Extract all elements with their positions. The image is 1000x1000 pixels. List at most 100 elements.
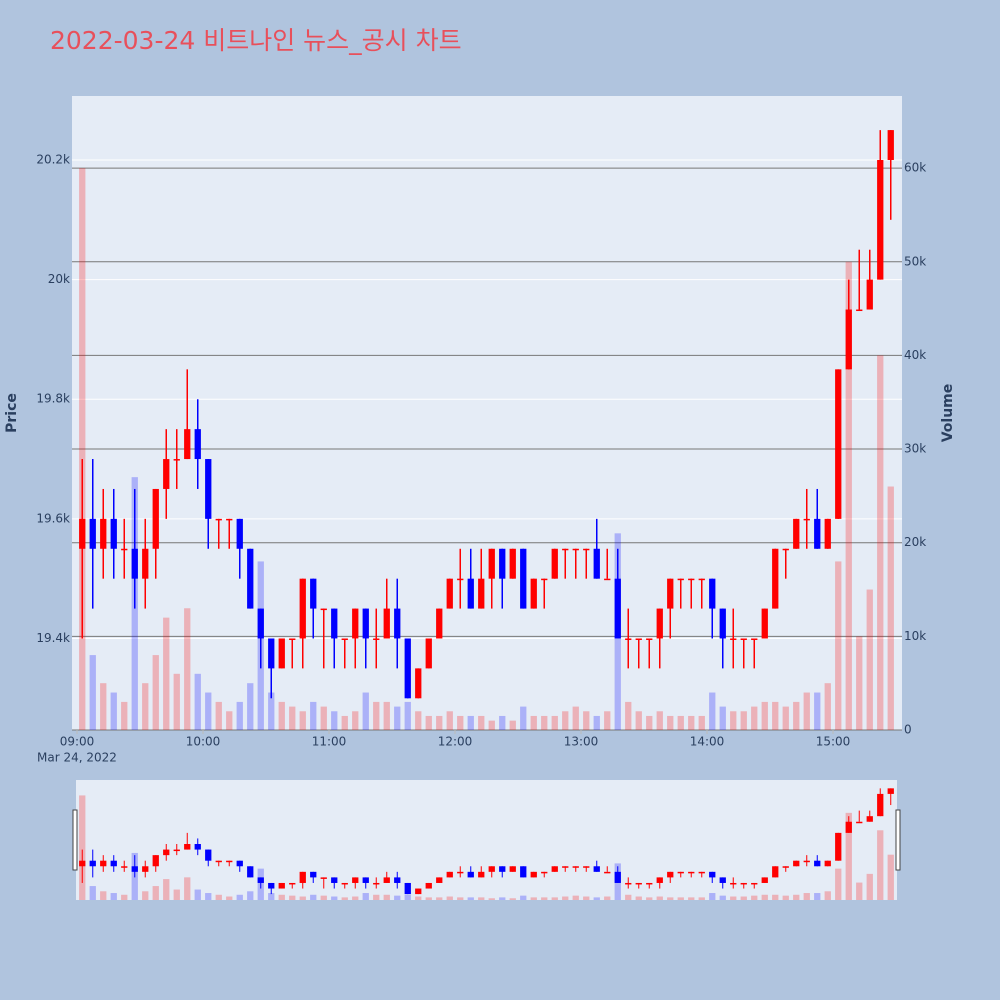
candle-body (194, 429, 201, 460)
volume-bar (593, 897, 600, 900)
volume-bar (404, 701, 411, 730)
candle-body (215, 518, 222, 521)
volume-bar (457, 715, 464, 730)
candle-body (394, 877, 401, 883)
candle-body (635, 882, 642, 885)
y-axis-title: Price (4, 393, 20, 433)
volume-bar (635, 896, 642, 900)
candle-body (520, 548, 527, 609)
candle-body (593, 548, 600, 579)
volume-bar (352, 711, 359, 730)
candle-body (835, 832, 842, 861)
volume-bar (698, 715, 705, 730)
candle-body (352, 608, 359, 639)
volume-bar (289, 895, 296, 900)
volume-bar (583, 711, 590, 730)
volume-bar (520, 895, 527, 900)
volume-bar (194, 889, 201, 900)
candle-body (887, 788, 894, 794)
volume-bar (184, 608, 191, 730)
volume-bar (352, 896, 359, 900)
volume-bar (299, 711, 306, 730)
volume-bar (604, 896, 611, 900)
candle-body (719, 608, 726, 639)
candle-body (394, 608, 401, 639)
volume-bar (751, 706, 758, 730)
volume-bar (341, 715, 348, 730)
volume-bar (593, 715, 600, 730)
candle-body (478, 871, 485, 878)
candle-body (562, 866, 569, 868)
slider-handle[interactable] (895, 809, 901, 871)
volume-bar (373, 701, 380, 730)
volume-bar (761, 701, 768, 730)
candle-body (100, 518, 107, 549)
candle-body (740, 638, 747, 640)
volume-bar (656, 711, 663, 730)
candle-body (761, 608, 768, 639)
candle-body (593, 866, 600, 872)
candle-body (635, 638, 642, 640)
x-tick-label: 09:00 (60, 735, 95, 749)
candle-body (688, 578, 695, 581)
x-date-label: Mar 24, 2022 (37, 751, 117, 765)
candle-body (530, 578, 537, 609)
candle-body (698, 578, 705, 581)
volume-bar (541, 715, 548, 730)
y2-tick-label: 10k (904, 629, 926, 643)
volume-bar (856, 882, 863, 900)
volume-bar (425, 715, 432, 730)
candle-body (614, 578, 621, 639)
x-tick-label: 13:00 (564, 735, 599, 749)
volume-bar (278, 701, 285, 730)
candle-body (226, 860, 233, 863)
volume-bar (740, 711, 747, 730)
volume-bar (709, 692, 716, 730)
slider-handle[interactable] (72, 809, 78, 871)
candle-body (320, 608, 327, 611)
candle-body (415, 888, 422, 895)
volume-bar (772, 894, 779, 900)
volume-bar (331, 711, 338, 730)
candle-body (100, 860, 107, 867)
volume-bar (457, 897, 464, 900)
volume-bar (268, 893, 275, 900)
volume-bar (551, 897, 558, 900)
volume-bar (856, 636, 863, 730)
candle-body (478, 578, 485, 609)
candle-body (446, 871, 453, 878)
candle-body (110, 518, 117, 549)
volume-bar (247, 683, 254, 730)
candle-body (772, 548, 779, 609)
volume-bar (110, 893, 117, 900)
candle-body (142, 866, 149, 872)
volume-bar (79, 168, 86, 730)
volume-bar (667, 897, 674, 900)
volume-bar (194, 673, 201, 730)
volume-bar (562, 896, 569, 900)
x-tick-label: 11:00 (312, 735, 347, 749)
candle-body (856, 309, 863, 312)
candle-body (289, 882, 296, 885)
volume-bar (761, 894, 768, 900)
volume-bar (730, 896, 737, 900)
candle-body (488, 866, 495, 872)
volume-bar (793, 894, 800, 900)
candle-body (698, 871, 705, 874)
candle-body (551, 548, 558, 579)
volume-bar (163, 879, 170, 900)
volume-bar (341, 897, 348, 900)
volume-bar (709, 893, 716, 900)
volume-bar (845, 261, 852, 730)
volume-bar (152, 655, 159, 730)
candle-body (163, 459, 170, 489)
candle-body (625, 638, 632, 640)
volume-bar (415, 896, 422, 900)
candle-body (866, 279, 873, 310)
volume-bar (604, 711, 611, 730)
volume-bar (488, 898, 495, 900)
volume-bar (226, 711, 233, 730)
candle-body (625, 882, 632, 885)
range-slider[interactable] (76, 780, 897, 900)
volume-bar (142, 683, 149, 730)
